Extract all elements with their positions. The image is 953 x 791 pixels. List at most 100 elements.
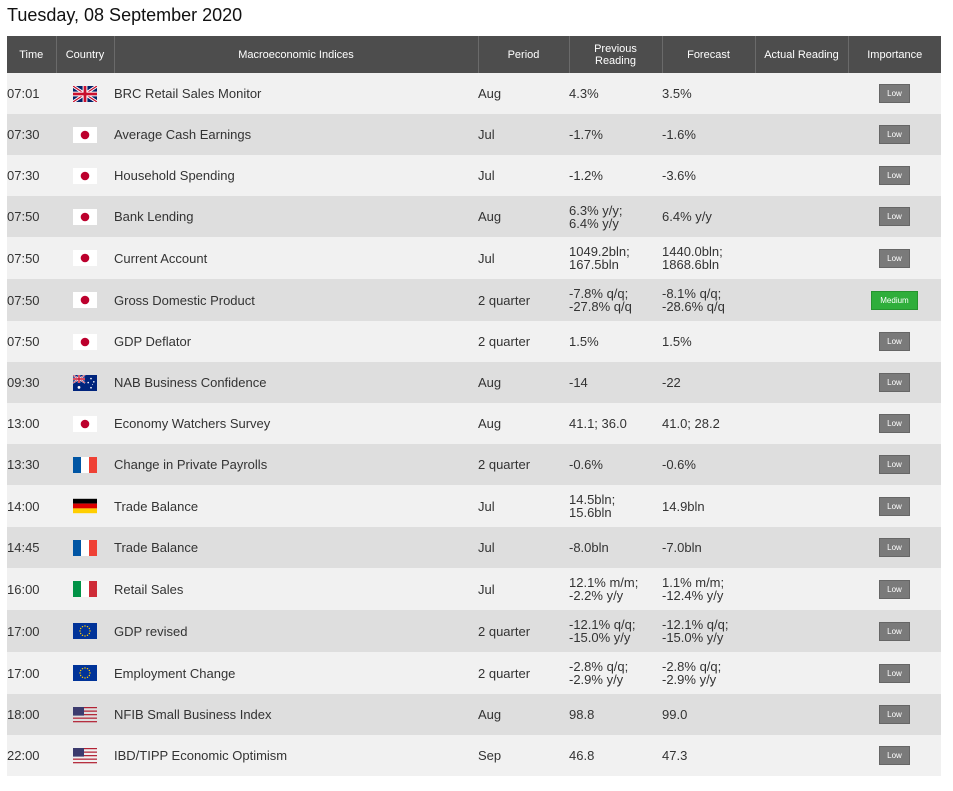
- cell-period: 2 quarter: [478, 444, 569, 485]
- cell-indicator-name[interactable]: Trade Balance: [114, 527, 478, 568]
- cell-actual: [755, 485, 848, 527]
- cell-indicator-name[interactable]: Gross Domestic Product: [114, 279, 478, 321]
- italy-flag-icon: [73, 581, 97, 597]
- japan-flag-icon: [73, 208, 97, 225]
- header-importance[interactable]: Importance: [848, 36, 941, 73]
- cell-forecast-line1: 1440.0bln;: [662, 244, 723, 259]
- cell-time: 13:30: [7, 444, 56, 485]
- cell-actual: [755, 694, 848, 735]
- cell-actual: [755, 652, 848, 694]
- uk-flag-icon: [73, 85, 97, 102]
- importance-badge: Low: [879, 166, 910, 185]
- cell-forecast-line1: -22: [662, 375, 681, 390]
- cell-previous: -7.8% q/q; -27.8% q/q: [569, 279, 662, 321]
- importance-badge: Low: [879, 248, 910, 268]
- cell-indicator-name[interactable]: Economy Watchers Survey: [114, 403, 478, 444]
- cell-previous-line1: -0.6%: [569, 457, 603, 472]
- cell-previous: -1.7%: [569, 114, 662, 155]
- cell-actual: [755, 279, 848, 321]
- header-actual[interactable]: Actual Reading: [755, 36, 849, 73]
- table-row[interactable]: 07:50 Gross Domestic Product 2 quarter -7.8…: [7, 279, 941, 321]
- cell-previous-line1: 12.1% m/m;: [569, 575, 639, 590]
- cell-indicator-name[interactable]: Change in Private Payrolls: [114, 444, 478, 485]
- table-row[interactable]: 14:00 Trade Balance Jul 14.5bln; 15.6bln 14.9…: [7, 485, 941, 527]
- cell-forecast-line1: 14.9bln: [662, 498, 705, 514]
- cell-period: Aug: [478, 694, 569, 735]
- header-period[interactable]: Period: [478, 36, 570, 73]
- cell-forecast-line1: 99.0: [662, 707, 688, 722]
- cell-indicator-name[interactable]: Trade Balance: [114, 485, 478, 527]
- cell-forecast-line1: -0.6%: [662, 457, 696, 472]
- table-row[interactable]: 07:01 BRC Retail Sales Monitor Aug 4.3% 3.5%…: [7, 73, 941, 114]
- cell-previous-line1: 1049.2bln;: [569, 244, 630, 259]
- header-previous[interactable]: Previous Reading: [569, 36, 663, 73]
- cell-forecast: 47.3: [662, 735, 755, 776]
- importance-badge: Low: [879, 373, 910, 392]
- cell-time: 07:30: [7, 155, 56, 196]
- table-row[interactable]: 16:00 Retail Sales Jul 12.1% m/m; -2.2% y/y 1…: [7, 568, 941, 610]
- cell-forecast-line1: 1.1% m/m;: [662, 575, 725, 590]
- table-row[interactable]: 18:00 NFIB Small Business Index Aug 98.8 99.…: [7, 694, 941, 735]
- cell-previous-line2: -2.9% y/y: [569, 672, 624, 687]
- cell-forecast: -2.8% q/q; -2.9% y/y: [662, 652, 755, 694]
- table-row[interactable]: 13:30 Change in Private Payrolls 2 quarter…: [7, 444, 941, 485]
- cell-period: Aug: [478, 73, 569, 114]
- table-row[interactable]: 07:50 GDP Deflator 2 quarter 1.5% 1.5% Low: [7, 321, 941, 362]
- cell-previous: 46.8: [569, 735, 662, 776]
- cell-indicator-name[interactable]: Household Spending: [114, 155, 478, 196]
- cell-indicator-name[interactable]: Employment Change: [114, 652, 478, 694]
- table-row[interactable]: 07:50 Bank Lending Aug 6.3% y/y; 6.4% y/y 6.4…: [7, 196, 941, 237]
- cell-time: 16:00: [7, 568, 56, 610]
- table-row[interactable]: 07:30 Average Cash Earnings Jul -1.7% -1.6% L…: [7, 114, 941, 155]
- cell-previous: 1049.2bln; 167.5bln: [569, 237, 662, 279]
- cell-previous: 41.1; 36.0: [569, 403, 662, 444]
- table-row[interactable]: 22:00 IBD/TIPP Economic Optimism Sep 46.8 47…: [7, 735, 941, 776]
- cell-indicator-name[interactable]: Current Account: [114, 237, 478, 279]
- cell-forecast: -7.0bln: [662, 527, 755, 568]
- cell-forecast-line2: -12.4% y/y: [662, 588, 724, 603]
- header-time[interactable]: Time: [7, 36, 57, 73]
- cell-time: 07:50: [7, 279, 56, 321]
- cell-indicator-name[interactable]: NFIB Small Business Index: [114, 694, 478, 735]
- table-row[interactable]: 17:00 Employment Change 2 quarter -2.8% q/q…: [7, 652, 941, 694]
- header-indices[interactable]: Macroeconomic Indices: [114, 36, 479, 73]
- cell-indicator-name[interactable]: GDP Deflator: [114, 321, 478, 362]
- table-row[interactable]: 13:00 Economy Watchers Survey Aug 41.1; 36.…: [7, 403, 941, 444]
- cell-forecast: 1440.0bln; 1868.6bln: [662, 237, 755, 279]
- cell-indicator-name[interactable]: GDP revised: [114, 610, 478, 652]
- cell-forecast-line2: -28.6% q/q: [662, 299, 725, 314]
- cell-previous-line1: -1.7%: [569, 127, 603, 142]
- header-country[interactable]: Country: [56, 36, 115, 73]
- cell-previous-line1: -8.0bln: [569, 540, 609, 555]
- header-forecast[interactable]: Forecast: [662, 36, 756, 73]
- cell-previous: -1.2%: [569, 155, 662, 196]
- cell-indicator-name[interactable]: NAB Business Confidence: [114, 362, 478, 403]
- cell-indicator-name[interactable]: Bank Lending: [114, 196, 478, 237]
- cell-actual: [755, 527, 848, 568]
- table-row[interactable]: 09:30 NAB Business Confidence Aug -14 -22 Low: [7, 362, 941, 403]
- cell-indicator-name[interactable]: Retail Sales: [114, 568, 478, 610]
- table-row[interactable]: 07:30 Household Spending Jul -1.2% -3.6% Low: [7, 155, 941, 196]
- cell-time: 17:00: [7, 610, 56, 652]
- importance-badge: Low: [879, 414, 910, 433]
- cell-period: Jul: [478, 114, 569, 155]
- cell-period: Jul: [478, 527, 569, 568]
- importance-badge: Low: [879, 705, 910, 724]
- cell-indicator-name[interactable]: BRC Retail Sales Monitor: [114, 73, 478, 114]
- cell-indicator-name[interactable]: Average Cash Earnings: [114, 114, 478, 155]
- table-row[interactable]: 07:50 Current Account Jul 1049.2bln; 167.5bl…: [7, 237, 941, 279]
- cell-previous: 1.5%: [569, 321, 662, 362]
- cell-period: Aug: [478, 403, 569, 444]
- cell-indicator-name[interactable]: IBD/TIPP Economic Optimism: [114, 735, 478, 776]
- cell-forecast-line1: -7.0bln: [662, 540, 702, 555]
- cell-forecast: 6.4% y/y: [662, 196, 755, 237]
- cell-forecast: 99.0: [662, 694, 755, 735]
- table-row[interactable]: 17:00 GDP revised 2 quarter -12.1% q/q; -15.…: [7, 610, 941, 652]
- cell-period: 2 quarter: [478, 279, 569, 321]
- importance-badge: Low: [879, 84, 910, 103]
- cell-period: 2 quarter: [478, 610, 569, 652]
- table-row[interactable]: 14:45 Trade Balance Jul -8.0bln -7.0bln Low: [7, 527, 941, 568]
- cell-forecast-line1: 3.5%: [662, 86, 692, 101]
- germany-flag-icon: [73, 498, 97, 514]
- cell-actual: [755, 735, 848, 776]
